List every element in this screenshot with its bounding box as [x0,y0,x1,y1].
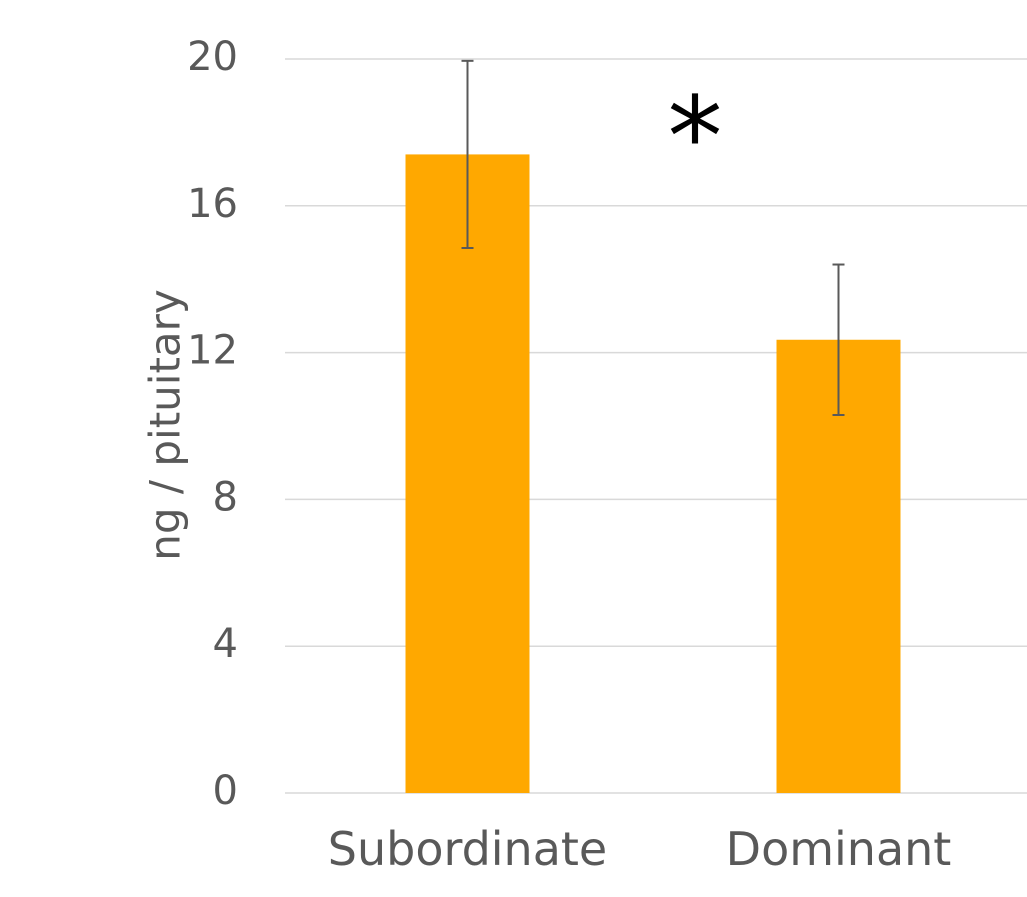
y-tick-label: 16 [187,181,238,227]
gridlines [285,58,1027,794]
error-bars [461,59,845,416]
significance-asterisk: * [668,73,723,201]
y-tick-label: 8 [213,474,238,520]
y-tick-label: 12 [187,328,238,374]
y-tick-label: 0 [213,768,238,814]
y-axis-title: ng / pituitary [141,289,190,561]
x-category-label: Dominant [726,822,952,876]
y-axis-ticks: 0 4 8 12 16 20 [187,34,238,814]
x-axis-labels: Subordinate Dominant [328,822,952,876]
y-tick-label: 20 [187,34,238,80]
y-tick-label: 4 [213,621,238,667]
bars [405,154,901,794]
bar [405,154,530,794]
x-category-label: Subordinate [328,822,607,876]
